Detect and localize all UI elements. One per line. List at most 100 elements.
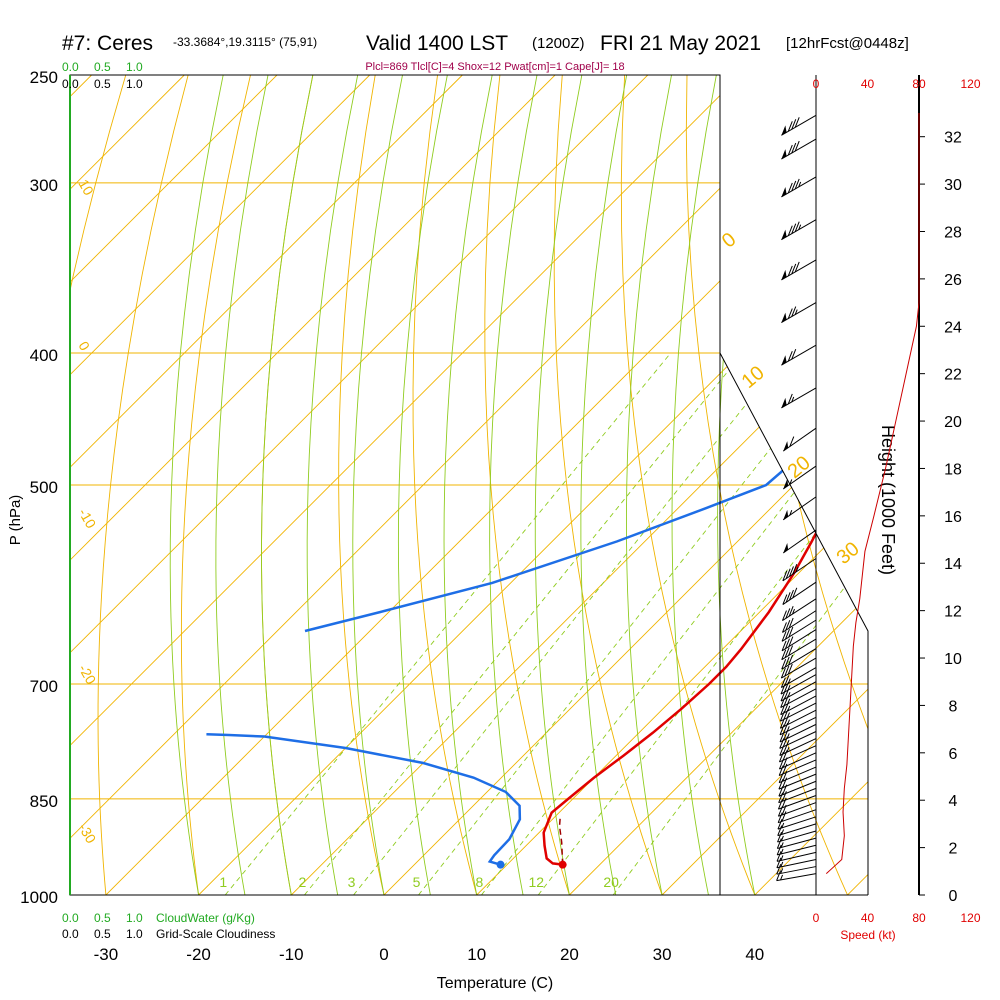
moist-adiabat	[534, 75, 583, 895]
moist-adiabat	[443, 75, 493, 895]
speed-tick-top: 80	[912, 77, 926, 91]
isotherm-line	[70, 75, 371, 895]
moist-adiabat	[306, 75, 359, 895]
mixing-ratio-label: 20	[603, 874, 619, 890]
wind-barb	[781, 629, 817, 652]
height-tick-label: 28	[944, 224, 962, 241]
isotherm-line	[754, 75, 868, 895]
wind-barb	[777, 823, 817, 837]
wind-barb	[776, 837, 817, 849]
skew-clip-group	[70, 75, 1000, 895]
wind-barb-pennant	[781, 125, 787, 136]
wind-barb-feather	[794, 261, 800, 273]
isotherm-label: 0	[718, 228, 741, 252]
wind-barb-half	[794, 309, 798, 315]
wind-barb-feather	[787, 351, 793, 362]
wind-barb-staff	[777, 830, 817, 843]
wind-barb	[782, 558, 817, 582]
wind-barb-pennant	[781, 229, 787, 240]
wind-barb-half	[795, 566, 799, 573]
mixing-ratio-label: 8	[476, 874, 484, 890]
wind-barb-half	[780, 874, 784, 881]
wind-barb-feather	[782, 594, 788, 605]
isotherm-line	[940, 75, 1000, 895]
chart-title-valid: Valid 1400 LST	[366, 32, 508, 55]
temperature-tick-label: -20	[186, 945, 211, 964]
dry-adiabat	[811, 75, 868, 895]
wind-barb-pennant	[781, 186, 787, 197]
cloudiness-scale-top: 0.0	[62, 77, 79, 91]
isotherm-line	[198, 75, 868, 895]
wind-barb-staff	[781, 629, 817, 652]
wind-barb-staff	[780, 681, 817, 702]
wind-barb-staff	[776, 858, 817, 869]
height-tick-label: 24	[944, 319, 962, 336]
height-tick-label: 26	[944, 272, 962, 289]
wind-barb-feather	[776, 838, 782, 849]
wind-barb-half	[787, 719, 790, 725]
moist-adiabat	[671, 75, 717, 895]
wind-barb-feather	[776, 851, 782, 862]
wind-barb-half	[780, 848, 784, 855]
wind-barb-feather	[787, 144, 793, 156]
y-axis-title: P (hPa)	[7, 495, 24, 546]
moist-adiabat	[489, 75, 538, 895]
wind-barb-staff	[781, 114, 817, 136]
surface-dewpoint	[496, 860, 505, 869]
series-parcel	[558, 815, 564, 865]
isotherm-line	[661, 75, 868, 895]
wind-barb-half	[786, 726, 790, 732]
wind-barb-half	[798, 224, 802, 230]
wind-barb-staff	[781, 344, 817, 366]
wind-barb-staff	[782, 427, 817, 452]
wind-barb	[781, 648, 817, 670]
wind-barb-feather	[791, 223, 797, 234]
temperature-tick-label: 10	[467, 945, 486, 964]
wind-barb-feather	[781, 610, 787, 621]
wind-barb-feather	[776, 844, 782, 856]
height-tick-label: 4	[949, 793, 958, 810]
mixing-ratio-label: 1	[219, 874, 227, 890]
wind-barb-pennant	[783, 441, 789, 452]
wind-barb-feather	[792, 587, 798, 599]
wind-barb-feather	[781, 791, 787, 802]
dry-adiabat-label: 10	[75, 177, 97, 199]
mixing-ratio-label: 12	[528, 874, 544, 890]
wind-barb-feather	[778, 792, 784, 803]
wind-barb-half	[786, 739, 790, 746]
wind-barb-half	[798, 181, 802, 188]
speed-tick-bottom: 40	[861, 911, 875, 925]
wind-barb-feather	[794, 178, 800, 190]
pressure-tick-label: 850	[30, 792, 58, 811]
wind-barb	[781, 610, 817, 633]
mixing-ratio-line	[353, 352, 788, 895]
dry-adiabat	[685, 75, 848, 895]
wind-barb	[780, 667, 817, 688]
height-tick-label: 10	[944, 651, 962, 668]
wind-barb-pennant	[781, 149, 787, 160]
wind-barb-staff	[779, 716, 817, 736]
dry-adiabat-label: -10	[75, 506, 99, 532]
cloudiness-scale-top: 1.0	[126, 77, 143, 91]
isotherm-label: 30	[833, 538, 864, 569]
isotherm-line	[70, 75, 278, 895]
cloudwater-label: CloudWater (g/Kg)	[156, 911, 255, 925]
dry-adiabat	[180, 75, 251, 895]
wind-barb-feather	[788, 654, 794, 666]
mixing-ratio-line	[418, 352, 847, 895]
wind-barb-feather	[777, 798, 783, 810]
wind-barb-staff	[780, 702, 817, 722]
surface-temperature	[558, 860, 567, 869]
wind-barb-staff	[780, 674, 817, 695]
wind-barb	[779, 723, 817, 743]
height-tick-label: 8	[949, 698, 958, 715]
wind-barb-feather	[781, 797, 787, 808]
wind-barb-staff	[781, 657, 817, 679]
wind-barb-feather	[781, 658, 787, 670]
wind-barb-staff	[778, 759, 817, 777]
wind-barb-feather	[785, 592, 791, 603]
wind-barb-feather	[791, 142, 797, 154]
wind-barb-feather	[785, 568, 791, 579]
pressure-tick-label: 1000	[20, 888, 58, 907]
temperature-tick-label: 30	[653, 945, 672, 964]
